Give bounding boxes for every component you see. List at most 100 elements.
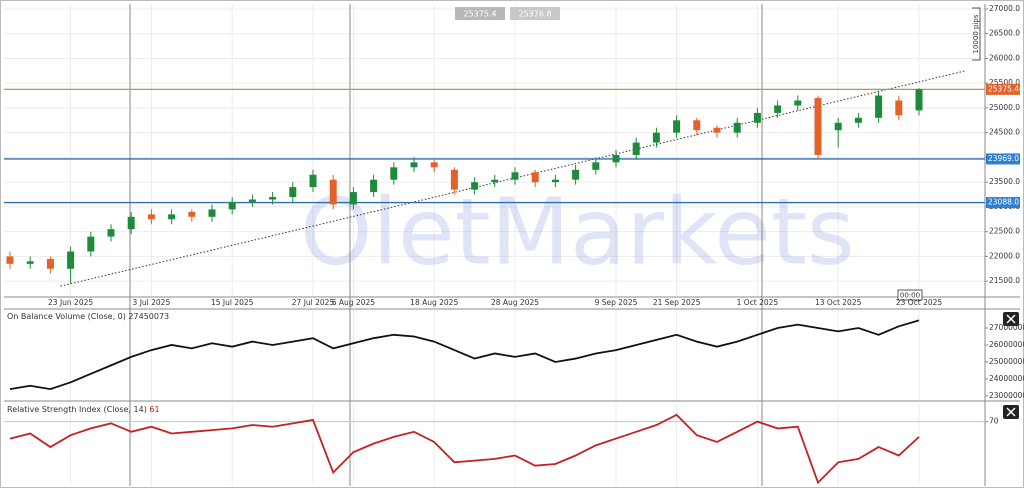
indicator-line [9,319,920,391]
ask-box [510,7,560,20]
x-tick-label: 18 Aug 2025 [410,298,458,307]
y-tick-label: 22500.0 [989,227,1020,236]
candle-body [450,169,458,190]
candle-body [26,261,34,264]
candle-body [652,132,660,143]
x-tick-label: 13 Oct 2025 [815,298,862,307]
candle-body [107,229,115,237]
candle-body [430,162,438,168]
y-tick-label: 70 [989,417,999,426]
candle-body [289,187,297,198]
y-tick-label: 25500.0 [989,78,1020,87]
candle-body [390,167,398,180]
level-label: 25375.40 [988,84,1024,93]
y-tick-label: 26000.0 [989,53,1020,62]
candle-body [895,100,903,116]
candle-body [67,251,75,269]
x-tick-label: 21 Sep 2025 [653,298,701,307]
close-button[interactable] [1003,312,1019,326]
candle-body [551,179,559,183]
candle-body [349,192,357,205]
candle-body [168,214,176,220]
y-tick-label: 24000000 [989,374,1024,383]
obv-title: On Balance Volume (Close, 0) [7,312,126,321]
candle-body [228,201,236,210]
y-tick-label: 27000000 [989,323,1024,332]
range-label: 10000 pips [972,14,980,53]
watermark: OletMarkets [300,178,855,285]
candle-body [572,169,580,180]
candle-body [733,122,741,133]
candle-body [632,142,640,155]
candle-body [915,89,923,111]
candle-body [592,162,600,170]
candle-body [309,174,317,188]
candle-body [854,117,862,123]
candle-body [329,179,337,205]
panel-title: On Balance Volume (Close, 0) 27450073 [7,312,169,321]
indicator-line [9,413,920,485]
candle-body [208,209,216,217]
candle-body [248,199,256,202]
level-label: 23088.0 [988,198,1019,207]
level-tag [986,197,1020,209]
candle-body [127,216,135,230]
candle-body [834,122,842,131]
candle-body [87,236,95,252]
y-tick-label: 25000.0 [989,103,1020,112]
candle-body [612,154,620,163]
candle-body [471,182,479,190]
y-tick-label: 26500.0 [989,29,1020,38]
x-tick-label: 3 Jul 2025 [133,298,171,307]
candle-body [814,98,822,155]
panel-title: Relative Strength Index (Close, 14) 61 [7,405,160,414]
ask-label: 25376.8 [518,10,551,19]
range-bracket [972,7,981,61]
obv-value: 27450073 [128,312,169,321]
candle-body [491,179,499,183]
x-tick-label: 1 Oct 2025 [737,298,779,307]
bid-label: 25375.4 [463,10,496,19]
candle-body [511,172,519,180]
candle-body [531,172,539,183]
x-tick-label: 23 Oct 2025 [896,298,943,307]
candle-body [673,120,681,133]
y-tick-label: 26000000 [989,340,1024,349]
close-button[interactable] [1003,405,1019,419]
bid-box [455,7,505,20]
x-tick-label: 23 Jun 2025 [48,298,93,307]
candle-body [6,256,14,264]
candle-body [46,258,54,269]
x-tick-label: 27 Jul 2025 [292,298,335,307]
candle-body [370,179,378,193]
y-tick-label: 23500.0 [989,177,1020,186]
rsi-value: 61 [149,405,159,414]
time-box [897,289,923,301]
y-tick-label: 25000000 [989,357,1024,366]
y-tick-label: 24500.0 [989,128,1020,137]
candle-body [753,112,761,123]
x-tick-label: 15 Jul 2025 [211,298,254,307]
y-tick-label: 27000.0 [989,4,1020,13]
x-tick-label: 9 Sep 2025 [595,298,638,307]
y-tick-label: 23000000 [989,391,1024,400]
rsi-title: Relative Strength Index (Close, 14) [7,405,147,414]
level-label: 23969.0 [988,154,1019,163]
candle-body [774,105,782,113]
level-tag [986,83,1020,95]
y-tick-label: 21500.0 [989,276,1020,285]
candle-body [188,211,196,217]
time-label: 00:00 [900,292,920,300]
level-tag [986,153,1020,165]
candle-body [794,100,802,106]
candle-body [713,127,721,133]
candle-body [875,95,883,118]
candle-body [147,214,155,220]
candle-body [693,120,701,131]
candle-body [410,162,418,168]
candle-body [269,197,277,200]
trendline [60,70,966,287]
x-tick-label: 28 Aug 2025 [491,298,539,307]
